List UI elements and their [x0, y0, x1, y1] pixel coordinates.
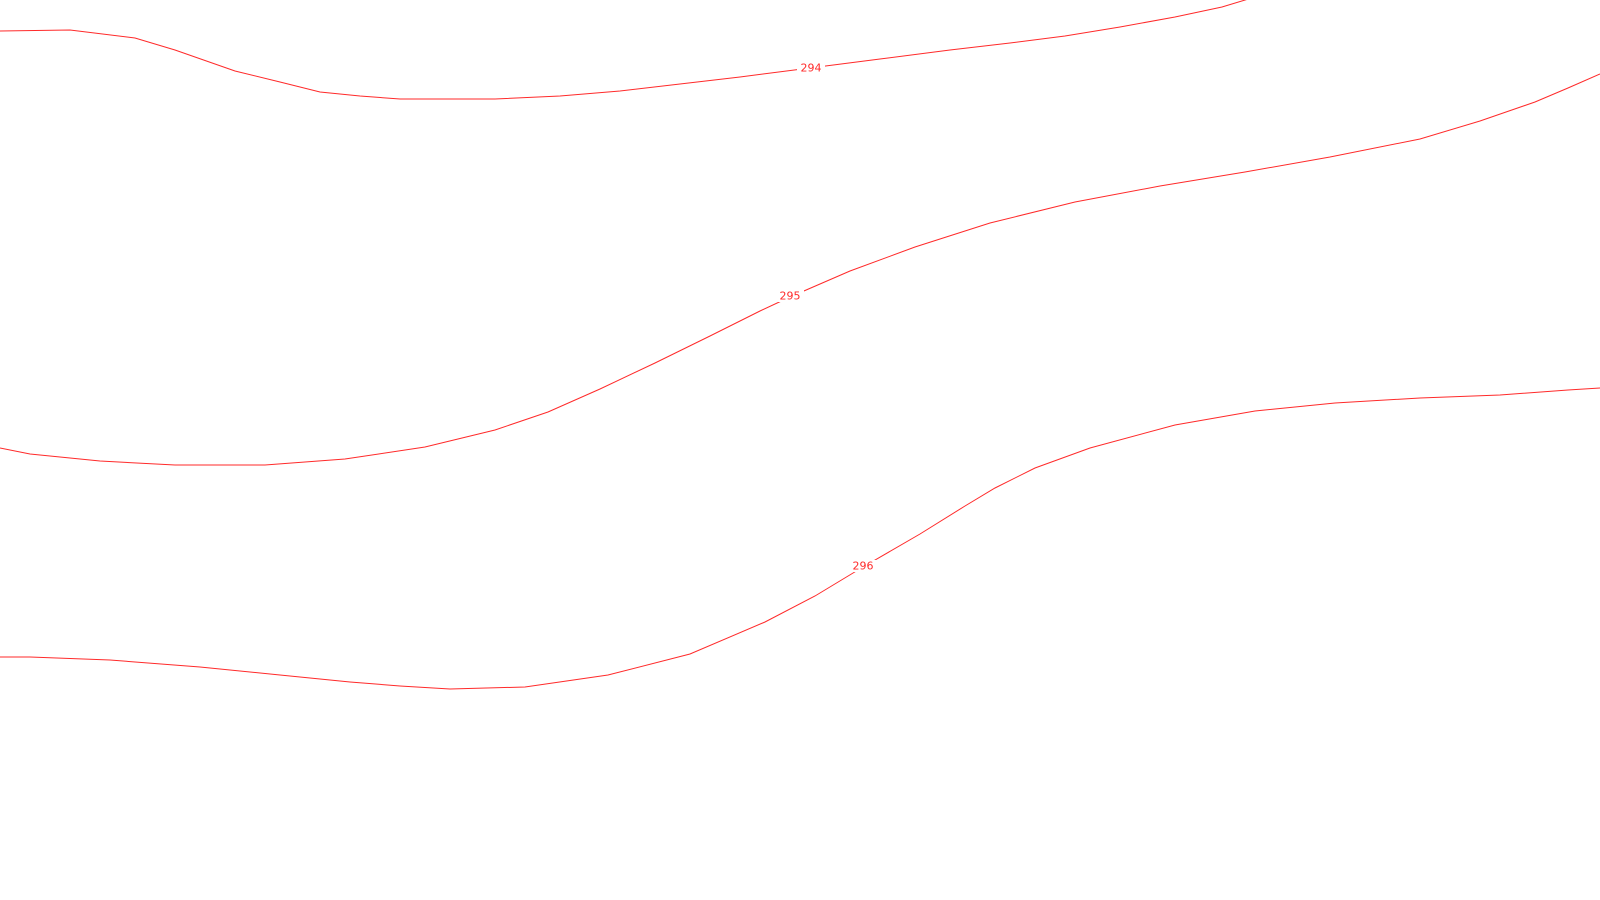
contour-label-294: 294 — [801, 62, 822, 75]
contour-label-295: 295 — [780, 290, 801, 303]
contour-line-295 — [0, 73, 1600, 466]
contour-295: 295 — [0, 73, 1600, 466]
contour-line-294 — [0, 0, 1247, 100]
contour-label-296: 296 — [853, 560, 874, 573]
contour-296: 296 — [0, 387, 1600, 690]
contour-294: 294 — [0, 0, 1247, 100]
contour-line-296 — [0, 387, 1600, 690]
